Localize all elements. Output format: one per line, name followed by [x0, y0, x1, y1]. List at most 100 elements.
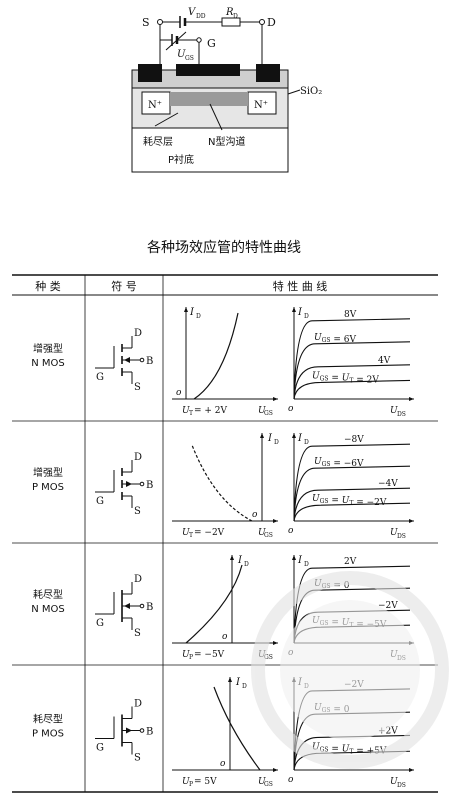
output-curve-chart: I Do U DS −8V UGS = −6V −4V UGS = UT = −2V: [288, 433, 414, 540]
output-curve-label-text: 2V: [344, 557, 357, 567]
symbol-label-d: D: [134, 452, 142, 463]
transfer-ylabel-sub: D: [242, 683, 247, 690]
symbol-label-s: S: [134, 506, 141, 517]
mosfet-symbol-icon: [95, 336, 145, 384]
output-curve-label: UGS = UT = 2V: [312, 371, 379, 385]
output-ylabel-sub: D: [304, 313, 309, 320]
output-curve-line: [293, 487, 411, 522]
transfer-threshold-sub: T: [189, 410, 193, 417]
output-curve-label-text: UGS = −6V: [314, 457, 364, 469]
characteristics-table: 种 类 符 号 特 性 曲 线: [12, 274, 438, 793]
transfer-origin: o: [176, 388, 182, 398]
row-type-line1: 耗尽型: [33, 588, 63, 601]
output-xlabel: U: [390, 406, 398, 416]
mosfet-cross-section: S D G V DD R D U GS N⁺ N⁺ SiO₂ 耗尽层 N型沟道 …: [131, 7, 322, 173]
label-n-plus-right: N⁺: [254, 100, 268, 111]
transfer-xlabel-sub: GS: [264, 654, 273, 661]
symbol-label-g: G: [96, 618, 104, 629]
transfer-threshold-sub: T: [189, 532, 193, 539]
transfer-xlabel-sub: GS: [264, 410, 273, 417]
symbol-label-s: S: [134, 382, 141, 393]
symbol-label-b: B: [146, 602, 153, 613]
symbol-label-d: D: [134, 328, 142, 339]
output-curve-line: [293, 341, 411, 400]
sio2-pointer: [287, 89, 301, 95]
output-curve-label: UGS = UT = −2V: [312, 494, 387, 508]
output-xlabel-sub: DS: [397, 533, 406, 540]
output-xlabel-sub: DS: [397, 782, 406, 789]
row-type-line1: 增强型: [33, 342, 63, 355]
transfer-threshold-sub: P: [189, 654, 193, 661]
symbol-label-s: S: [134, 628, 141, 639]
output-ylabel: I: [297, 433, 303, 444]
label-depletion: 耗尽层: [143, 136, 173, 148]
output-origin: o: [288, 404, 294, 414]
transfer-threshold-value: = −2V: [194, 528, 225, 538]
transfer-xlabel-sub: GS: [264, 781, 273, 788]
symbol-label-d: D: [134, 699, 142, 710]
label-p-substrate: P衬底: [168, 153, 194, 166]
transfer-ylabel-sub: D: [244, 561, 249, 568]
transfer-threshold-value: = −5V: [194, 650, 225, 660]
transfer-ylabel: I: [235, 677, 241, 688]
label-vdd-sub: DD: [196, 13, 206, 20]
label-sio2: SiO₂: [300, 86, 322, 97]
mosfet-symbol-icon: [95, 582, 145, 630]
symbol-label-g: G: [96, 743, 104, 754]
drain-metal: [256, 64, 280, 82]
label-n-plus-left: N⁺: [148, 100, 162, 111]
transfer-ylabel-sub: D: [274, 439, 279, 446]
header-curves: 特 性 曲 线: [273, 279, 328, 293]
row-type-line2: N MOS: [31, 358, 65, 369]
output-curve-label: 2V: [344, 557, 357, 567]
terminal-s-dot: [157, 19, 163, 25]
output-curve-line: [293, 379, 411, 400]
output-curve-label: UGS = 6V: [314, 333, 356, 345]
output-curve-line: [293, 318, 411, 400]
transfer-ylabel: I: [237, 555, 243, 566]
row-type-line1: 耗尽型: [33, 713, 63, 726]
output-curve-line: [293, 465, 411, 522]
output-curve-label: −2V: [378, 601, 398, 611]
output-origin: o: [288, 526, 294, 536]
transfer-ylabel: I: [189, 307, 195, 318]
symbol-label-b: B: [146, 480, 153, 491]
output-ylabel: I: [297, 555, 303, 566]
label-g: G: [207, 37, 216, 50]
header-type: 种 类: [35, 279, 61, 293]
output-curve-label-text: UGS = UT = −2V: [312, 494, 387, 508]
output-curve-line: [293, 364, 411, 400]
output-ylabel-sub: D: [304, 439, 309, 446]
output-xlabel: U: [390, 777, 398, 787]
transfer-origin: o: [252, 510, 258, 520]
output-ylabel: I: [297, 307, 303, 318]
transfer-threshold: U: [182, 406, 190, 416]
output-curve-label-text: UGS = UT = 2V: [312, 371, 379, 385]
symbol-label-d: D: [134, 574, 142, 585]
row-type-line2: P MOS: [32, 482, 64, 493]
label-ugs: U: [177, 49, 186, 60]
depletion-pointer: [154, 112, 179, 127]
transfer-threshold-sub: P: [189, 781, 193, 788]
transfer-ylabel: I: [267, 433, 273, 444]
transfer-origin: o: [222, 632, 228, 642]
watermark-seal: [251, 571, 449, 769]
p-substrate-region: [131, 127, 289, 173]
transfer-xlabel: U: [258, 777, 266, 787]
transfer-ylabel-sub: D: [196, 313, 201, 320]
channel-pointer: [209, 103, 223, 131]
output-curve-label-text: +2V: [378, 726, 398, 736]
n-channel-region: [170, 92, 248, 106]
label-rd-sub: D: [233, 13, 238, 20]
transfer-xlabel: U: [258, 528, 266, 538]
label-rd: R: [225, 7, 234, 18]
transfer-threshold-value: = + 2V: [194, 406, 228, 416]
transfer-threshold-value: = 5V: [194, 777, 217, 787]
label-vdd: V: [188, 7, 197, 18]
output-curve-label: UGS = UT = +5V: [312, 742, 387, 756]
header-symbol: 符 号: [111, 280, 137, 293]
